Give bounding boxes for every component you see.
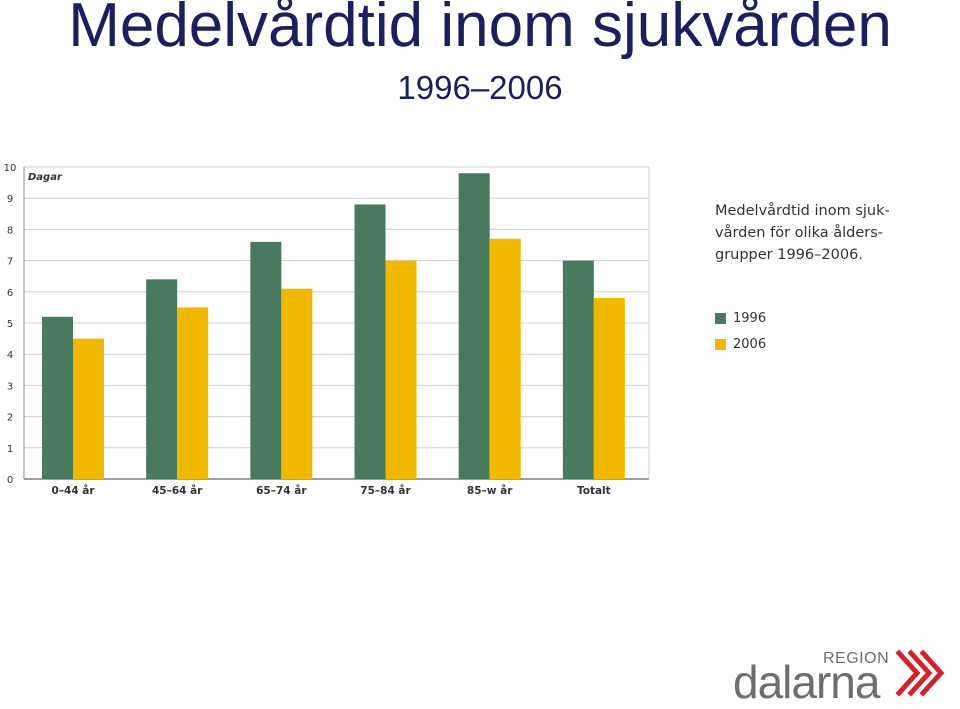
caption-line-2: vården för olika ålders- <box>715 225 883 241</box>
legend-item-1996: 1996 <box>715 305 766 331</box>
y-tick-label: 3 <box>7 381 13 392</box>
region-dalarna-logo: REGION dalarna <box>733 645 960 709</box>
bar-chart: 0 1 2 3 4 5 6 7 8 9 10 Dagar 0–44 år 45–64 år 65–74 år… <box>4 163 650 497</box>
x-tick-label: 75–84 år <box>360 484 411 497</box>
chart-legend: 1996 2006 <box>715 305 766 357</box>
bar-1996-2 <box>250 241 282 479</box>
slide-subtitle: 1996–2006 <box>397 69 563 106</box>
y-tick-label: 0 <box>7 475 13 486</box>
legend-label-1996: 1996 <box>733 310 767 326</box>
x-tick-label: 0–44 år <box>51 484 95 497</box>
bar-2006-5 <box>593 298 625 479</box>
bar-2006-0 <box>73 338 104 479</box>
y-tick-label: 6 <box>7 288 13 299</box>
bar-2006-3 <box>385 260 417 479</box>
logo-name-text: dalarna <box>733 656 880 708</box>
logo-chevron-1 <box>907 649 933 697</box>
caption-line-1: Medelvårdtid inom sjuk- <box>715 203 890 219</box>
legend-label-2006: 2006 <box>733 336 767 352</box>
y-tick-label: 2 <box>7 413 13 424</box>
logo-chevron-0 <box>895 649 921 697</box>
y-tick-label: 9 <box>7 194 13 205</box>
bar-2006-4 <box>489 238 521 479</box>
legend-item-2006: 2006 <box>715 331 766 357</box>
logo-chevron-icon <box>895 649 945 697</box>
bar-1996-5 <box>562 260 594 479</box>
bar-2006-1 <box>177 307 209 479</box>
logo-chevron-2 <box>919 649 945 697</box>
slide-title: Medelvårdtid inom sjukvården <box>68 0 892 60</box>
y-tick-label: 4 <box>7 350 13 361</box>
y-tick-label: 5 <box>7 319 13 330</box>
y-tick-label: 7 <box>7 257 13 268</box>
bar-2006-2 <box>281 288 313 479</box>
logo-region-text: REGION <box>823 650 890 667</box>
y-tick-label: 1 <box>7 444 13 455</box>
y-axis-label: Dagar <box>28 172 63 183</box>
x-tick-label: 45–64 år <box>152 484 203 497</box>
bar-1996-1 <box>146 279 178 479</box>
x-tick-label: 85–w år <box>467 484 513 497</box>
y-tick-label: 10 <box>4 163 17 174</box>
legend-swatch-1996 <box>715 312 726 324</box>
x-tick-label: 65–74 år <box>256 484 307 497</box>
y-tick-label: 8 <box>7 225 13 236</box>
chart-caption: Medelvårdtid inom sjuk- vården för olika… <box>715 200 915 266</box>
x-tick-label: Totalt <box>577 485 611 497</box>
bar-1996-0 <box>42 316 73 479</box>
legend-swatch-2006 <box>715 338 726 350</box>
bar-1996-4 <box>458 173 490 480</box>
caption-line-3: grupper 1996–2006. <box>715 247 863 263</box>
bar-1996-3 <box>354 204 386 479</box>
